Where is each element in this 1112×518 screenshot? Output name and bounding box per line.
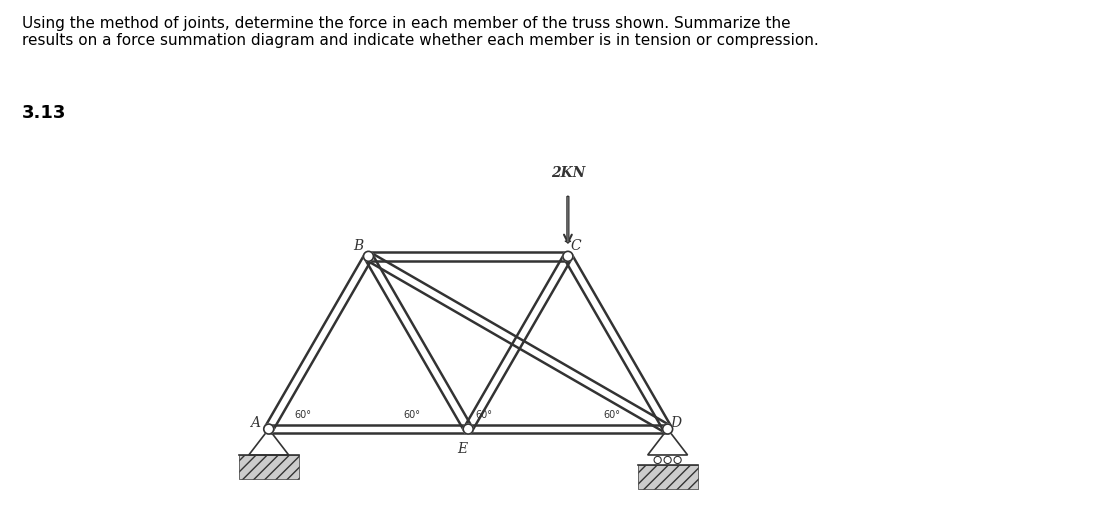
Circle shape [464, 424, 474, 434]
Text: 60°: 60° [404, 410, 420, 420]
Text: 60°: 60° [604, 410, 620, 420]
Text: 60°: 60° [476, 410, 493, 420]
Circle shape [364, 251, 374, 261]
FancyBboxPatch shape [239, 455, 299, 479]
Text: 2KN: 2KN [550, 166, 585, 180]
Text: A: A [250, 416, 260, 430]
Text: E: E [457, 442, 467, 456]
Text: D: D [671, 416, 682, 430]
Circle shape [264, 424, 274, 434]
Circle shape [663, 424, 673, 434]
Text: 60°: 60° [295, 410, 311, 420]
Text: 3.13: 3.13 [22, 104, 67, 122]
Text: C: C [570, 239, 582, 253]
Circle shape [563, 251, 573, 261]
FancyBboxPatch shape [637, 465, 697, 489]
Text: Using the method of joints, determine the force in each member of the truss show: Using the method of joints, determine th… [22, 16, 820, 48]
Text: B: B [354, 239, 364, 253]
